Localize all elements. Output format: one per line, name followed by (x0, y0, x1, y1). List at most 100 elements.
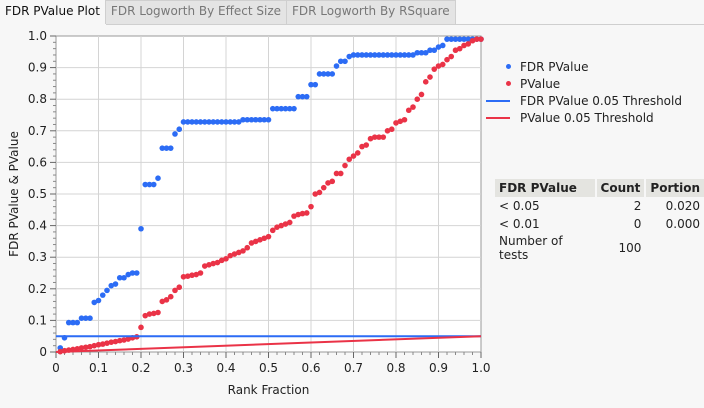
legend-label: FDR PValue (520, 59, 589, 74)
tab-fdr-pvalue-plot[interactable]: FDR PValue Plot (0, 0, 106, 25)
pvalue-point (461, 42, 467, 49)
pvalue-point (95, 341, 102, 348)
fdr-pvalue-point (397, 52, 404, 58)
pvalue-point (274, 224, 280, 230)
red-dot-icon (505, 81, 511, 86)
legend-label: PValue (520, 76, 561, 91)
fdr-summary-table: FDR PValue Count Portion < 0.05 2 0.020 < … (495, 179, 704, 263)
fdr-pvalue-point (278, 105, 285, 112)
pvalue-point (227, 252, 234, 259)
pvalue-point (333, 170, 340, 177)
pvalue-point (180, 273, 187, 280)
pvalue-point (231, 251, 238, 257)
pvalue-point (269, 227, 276, 234)
fdr-pvalue-point (354, 52, 361, 58)
pvalue-point (261, 235, 268, 242)
pvalue-point (82, 344, 89, 351)
fdr-pvalue-point (248, 116, 255, 123)
pvalue-point (303, 210, 310, 216)
x-tick-label: 0.6 (301, 361, 320, 375)
fdr-pvalue-point (257, 116, 263, 123)
y-axis-label: FDR PValue & PValue (7, 131, 21, 257)
cell-portion (645, 233, 704, 263)
header-portion: Portion (645, 179, 704, 197)
fdr-pvalue-point (223, 119, 229, 125)
fdr-pvalue-point (418, 49, 425, 56)
legend-item-fdr-pvalue[interactable]: FDR PValue (496, 58, 682, 75)
fdr-pvalue-point (367, 52, 374, 58)
header-count: Count (595, 179, 647, 197)
fdr-pvalue-point (129, 270, 136, 276)
tab-fdr-logworth-rsquare[interactable]: FDR Logworth By RSquare (286, 0, 456, 24)
fdr-pvalue-point (112, 281, 119, 287)
x-tick-label: 0.8 (386, 361, 405, 375)
y-tick-label: 0.6 (28, 155, 47, 169)
table-row: < 0.01 0 0.000 (495, 215, 704, 233)
fdr-pvalue-point (435, 44, 442, 50)
fdr-pvalue-point (465, 36, 472, 42)
pvalue-point (278, 222, 285, 229)
header-fdr-pvalue: FDR PValue (495, 179, 597, 197)
legend-item-pvalue[interactable]: PValue (496, 75, 682, 92)
pvalue-point (104, 340, 110, 346)
pvalue-point (456, 45, 463, 52)
fdr-pvalue-point (227, 119, 234, 125)
pvalue-point (444, 56, 450, 63)
pvalue-point (146, 311, 153, 317)
pvalue-point (223, 255, 229, 262)
y-tick-label: 0.1 (28, 313, 47, 327)
pvalue-point (299, 210, 306, 217)
fdr-pvalue-point (265, 116, 272, 123)
x-tick-label: 0.1 (89, 361, 108, 375)
pvalue-point (184, 273, 191, 279)
cell-count: 0 (633, 217, 642, 231)
pvalue-point (359, 143, 365, 150)
fdr-pvalue-point (189, 119, 195, 125)
fdr-pvalue-point (359, 52, 365, 58)
pvalue-point (172, 287, 178, 294)
legend-item-fdr-threshold[interactable]: FDR PValue 0.05 Threshold (486, 92, 682, 109)
x-tick-label: 0.9 (429, 361, 448, 375)
y-tick-label: 0.9 (28, 61, 47, 75)
pvalue-point (108, 339, 115, 346)
fdr-pvalue-point (95, 297, 102, 304)
tab-fdr-logworth-effect-size[interactable]: FDR Logworth By Effect Size (104, 0, 287, 24)
pvalue-point (452, 47, 459, 54)
fdr-pvalue-point (78, 315, 85, 321)
fdr-pvalue-point (116, 274, 123, 281)
pvalue-point (410, 104, 416, 110)
y-tick-label: 0.5 (28, 187, 47, 201)
fdr-pvalue-point (184, 119, 191, 125)
legend: FDR PValue PValue FDR PValue 0.05 Thresh… (486, 58, 682, 126)
pvalue-point (397, 118, 404, 125)
fdr-pvalue-point (312, 81, 319, 88)
pvalue-point (393, 120, 399, 126)
x-tick-label: 0.5 (259, 361, 278, 375)
fdr-pvalue-point (206, 119, 212, 125)
fdr-pvalue-point (201, 119, 208, 125)
fdr-pvalue-point (401, 52, 408, 58)
fdr-pvalue-point (363, 52, 370, 58)
pvalue-point (329, 178, 336, 185)
legend-item-pvalue-threshold[interactable]: PValue 0.05 Threshold (486, 109, 682, 126)
fdr-pvalue-point (291, 105, 297, 112)
pvalue-point (282, 221, 289, 227)
pvalue-point (342, 162, 348, 169)
fdr-pvalue-point (99, 292, 106, 298)
x-tick-label: 0 (52, 361, 60, 375)
pvalue-point (189, 272, 195, 279)
pvalue-point (295, 211, 302, 218)
fdr-pvalue-point (167, 145, 174, 151)
y-tick-label: 1.0 (28, 29, 47, 43)
fdr-pvalue-point (427, 47, 433, 54)
pvalue-point (116, 337, 123, 344)
pvalue-point (367, 135, 374, 142)
pvalue-point (312, 191, 319, 197)
x-tick-label: 0.7 (344, 361, 363, 375)
fdr-pvalue-point (380, 52, 387, 58)
y-tick-label: 0.2 (28, 282, 47, 296)
fdr-pvalue-point (422, 49, 429, 56)
fdr-pvalue-point (320, 71, 327, 77)
fdr-pvalue-point (274, 105, 280, 112)
